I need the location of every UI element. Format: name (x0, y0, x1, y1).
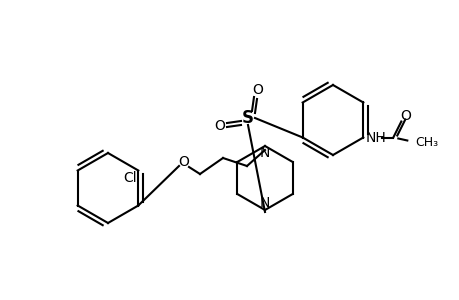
Text: N: N (259, 196, 269, 210)
Text: S: S (241, 109, 253, 127)
Text: O: O (252, 83, 263, 97)
Text: Cl: Cl (123, 172, 137, 185)
Text: NH: NH (364, 130, 385, 145)
Text: CH₃: CH₃ (414, 136, 437, 149)
Text: O: O (399, 109, 410, 122)
Text: O: O (214, 119, 225, 133)
Text: N: N (259, 146, 269, 160)
Text: O: O (178, 155, 189, 169)
